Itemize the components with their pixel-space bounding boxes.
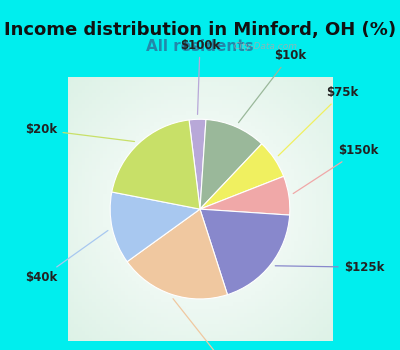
Text: $40k: $40k bbox=[25, 231, 108, 284]
Text: City-Data.com: City-Data.com bbox=[233, 42, 297, 51]
Wedge shape bbox=[200, 119, 262, 209]
Wedge shape bbox=[200, 176, 290, 215]
Wedge shape bbox=[189, 119, 206, 209]
Text: $100k: $100k bbox=[180, 39, 220, 114]
Wedge shape bbox=[110, 192, 200, 262]
Text: $75k: $75k bbox=[278, 86, 359, 156]
Text: All residents: All residents bbox=[146, 39, 254, 54]
Text: Income distribution in Minford, OH (%): Income distribution in Minford, OH (%) bbox=[4, 21, 396, 39]
Text: $200k: $200k bbox=[173, 299, 252, 350]
Text: $125k: $125k bbox=[275, 261, 384, 274]
Wedge shape bbox=[200, 209, 290, 295]
Wedge shape bbox=[127, 209, 228, 299]
Text: $150k: $150k bbox=[293, 145, 379, 194]
Text: $20k: $20k bbox=[25, 123, 134, 141]
Wedge shape bbox=[112, 120, 200, 209]
Text: $10k: $10k bbox=[238, 49, 306, 122]
Wedge shape bbox=[200, 144, 284, 209]
